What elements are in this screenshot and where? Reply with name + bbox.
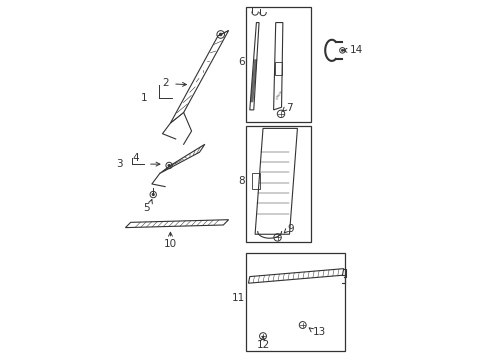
Bar <box>274 62 281 76</box>
Text: 11: 11 <box>232 293 245 303</box>
Text: 4: 4 <box>132 153 139 163</box>
Text: 13: 13 <box>312 327 325 337</box>
Text: 2: 2 <box>162 78 169 89</box>
Text: 9: 9 <box>287 225 294 234</box>
Text: 14: 14 <box>349 45 362 55</box>
Text: 10: 10 <box>163 239 177 249</box>
Circle shape <box>341 49 343 51</box>
Circle shape <box>152 193 154 196</box>
Text: 7: 7 <box>285 103 292 113</box>
Text: 3: 3 <box>116 159 122 169</box>
Text: 5: 5 <box>143 203 150 213</box>
Text: 1: 1 <box>141 93 147 103</box>
Bar <box>245 7 310 122</box>
Text: 8: 8 <box>238 176 245 186</box>
Bar <box>245 126 310 242</box>
Circle shape <box>167 164 170 167</box>
Text: 12: 12 <box>256 341 269 350</box>
Bar <box>245 253 345 351</box>
Text: 6: 6 <box>238 57 245 67</box>
Bar <box>252 174 260 189</box>
Circle shape <box>219 33 222 36</box>
